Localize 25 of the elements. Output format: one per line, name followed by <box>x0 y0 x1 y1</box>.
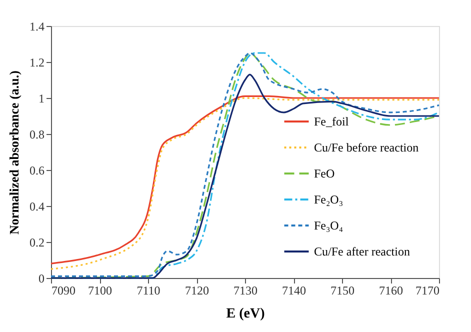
x-tick-label: 7150 <box>330 284 354 298</box>
x-tick-label: 7090 <box>52 284 76 298</box>
y-tick-label: 0.4 <box>30 200 44 214</box>
y-tick-label: 0.8 <box>30 128 44 142</box>
y-tick-label: 0 <box>38 272 44 286</box>
legend-label: Fe₂O₃ <box>314 192 344 206</box>
x-tick-label: 7110 <box>136 284 160 298</box>
legend-label: Fe_foil <box>314 114 350 128</box>
y-tick-label: 1.2 <box>30 56 44 70</box>
legend-label: Cu/Fe before reaction <box>314 140 419 154</box>
x-tick-label: 7140 <box>282 284 306 298</box>
legend-label: Cu/Fe after reaction <box>314 244 410 258</box>
x-tick-label: 7130 <box>234 284 258 298</box>
x-tick-label: 7170 <box>416 284 440 298</box>
x-tick-label: 7160 <box>379 284 403 298</box>
x-axis-title: E (eV) <box>226 306 266 322</box>
x-tick-label: 7120 <box>185 284 209 298</box>
y-tick-label: 1.4 <box>30 20 44 34</box>
x-tick-label: 7100 <box>88 284 112 298</box>
y-axis-title: Normalized absorbance (a.u.) <box>6 70 22 234</box>
y-tick-label: 1 <box>38 92 44 106</box>
legend-label: Fe₃O₄ <box>314 218 344 232</box>
y-tick-label: 0.6 <box>30 164 44 178</box>
y-tick-label: 0.2 <box>30 236 44 250</box>
legend-label: FeO <box>314 166 335 180</box>
